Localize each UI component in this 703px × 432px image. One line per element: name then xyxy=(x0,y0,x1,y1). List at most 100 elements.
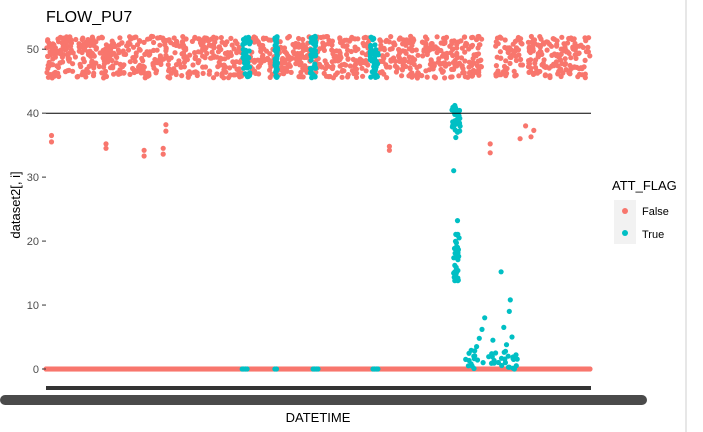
point-false xyxy=(419,73,425,79)
point-false xyxy=(157,42,163,48)
point-false xyxy=(45,38,51,44)
point-true xyxy=(368,74,374,80)
point-false xyxy=(323,61,330,67)
point-true xyxy=(312,33,318,40)
legend-label-true: True xyxy=(642,229,664,241)
point-true xyxy=(310,72,316,78)
point-false xyxy=(255,64,261,70)
point-false xyxy=(393,69,399,75)
point-false xyxy=(421,47,427,53)
point-false xyxy=(252,68,258,74)
point-false-outlier xyxy=(517,136,523,142)
point-false xyxy=(528,33,535,40)
point-false xyxy=(525,39,532,45)
point-true xyxy=(243,55,249,62)
point-false xyxy=(448,50,454,56)
point-false xyxy=(576,66,582,72)
point-true-anomaly xyxy=(501,324,507,330)
point-false xyxy=(392,42,398,48)
point-false xyxy=(399,73,405,79)
point-false xyxy=(428,57,434,63)
point-true-anomaly xyxy=(466,350,472,356)
point-false xyxy=(333,72,339,78)
point-false xyxy=(476,42,482,48)
point-false xyxy=(346,38,353,44)
point-false xyxy=(49,45,55,52)
point-false xyxy=(258,42,264,48)
legend-key-true xyxy=(622,230,628,236)
point-true-anomaly xyxy=(455,277,461,283)
point-false xyxy=(90,59,96,65)
point-false xyxy=(127,59,133,65)
point-false xyxy=(460,70,466,76)
point-false xyxy=(507,60,513,66)
point-false xyxy=(562,56,568,62)
point-false xyxy=(587,53,593,59)
point-false xyxy=(91,63,97,69)
point-false xyxy=(102,68,109,74)
point-true-anomaly xyxy=(505,353,511,359)
point-true-anomaly xyxy=(454,244,460,250)
point-false xyxy=(90,52,96,58)
point-false xyxy=(511,68,517,74)
point-false xyxy=(130,44,137,50)
y-tick-label: 30 xyxy=(27,172,39,184)
point-false xyxy=(228,35,234,42)
point-false xyxy=(215,64,221,70)
point-false-outlier xyxy=(523,123,529,129)
point-false xyxy=(168,40,174,46)
y-tick-label: 40 xyxy=(27,108,39,120)
point-false xyxy=(45,53,51,60)
point-false xyxy=(399,67,405,73)
point-false xyxy=(200,53,206,59)
point-false xyxy=(361,35,367,41)
point-false xyxy=(387,64,393,70)
y-tick-label: 50 xyxy=(27,44,39,56)
point-false xyxy=(209,49,215,55)
point-false xyxy=(61,45,67,51)
point-false xyxy=(180,50,187,56)
point-false xyxy=(101,75,107,81)
point-false xyxy=(146,70,152,76)
point-false xyxy=(166,66,172,72)
series-false-outliers xyxy=(48,122,537,159)
point-false xyxy=(104,54,110,60)
point-false xyxy=(84,66,90,72)
point-false xyxy=(357,56,363,62)
y-tick-label: 20 xyxy=(27,236,39,248)
point-false xyxy=(227,50,234,56)
point-true xyxy=(244,65,250,71)
point-false xyxy=(498,35,504,41)
point-false xyxy=(448,74,454,80)
point-false xyxy=(329,65,336,72)
point-false xyxy=(505,45,511,51)
point-false xyxy=(568,55,574,61)
point-false xyxy=(142,51,148,58)
point-true xyxy=(310,53,316,59)
point-false xyxy=(56,39,62,45)
point-false xyxy=(113,53,119,59)
point-false xyxy=(187,71,193,77)
point-false xyxy=(390,56,396,63)
point-true-anomaly xyxy=(499,362,505,369)
point-false xyxy=(171,35,177,41)
point-true-anomaly xyxy=(491,357,497,364)
point-false xyxy=(300,36,306,43)
point-false xyxy=(300,74,306,80)
point-false xyxy=(352,44,358,50)
point-false xyxy=(349,68,355,74)
point-false-outlier xyxy=(48,132,55,139)
plot-area xyxy=(43,33,593,372)
point-true-anomaly xyxy=(454,129,460,135)
point-false xyxy=(559,34,565,40)
point-false xyxy=(62,69,69,75)
point-false xyxy=(213,35,219,41)
point-false xyxy=(571,64,577,70)
point-true-anomaly xyxy=(454,218,461,224)
point-false xyxy=(406,59,412,65)
point-false xyxy=(402,48,408,55)
point-false xyxy=(208,55,214,61)
point-false xyxy=(173,62,180,68)
point-false xyxy=(409,42,415,49)
point-false-outlier xyxy=(141,147,147,153)
